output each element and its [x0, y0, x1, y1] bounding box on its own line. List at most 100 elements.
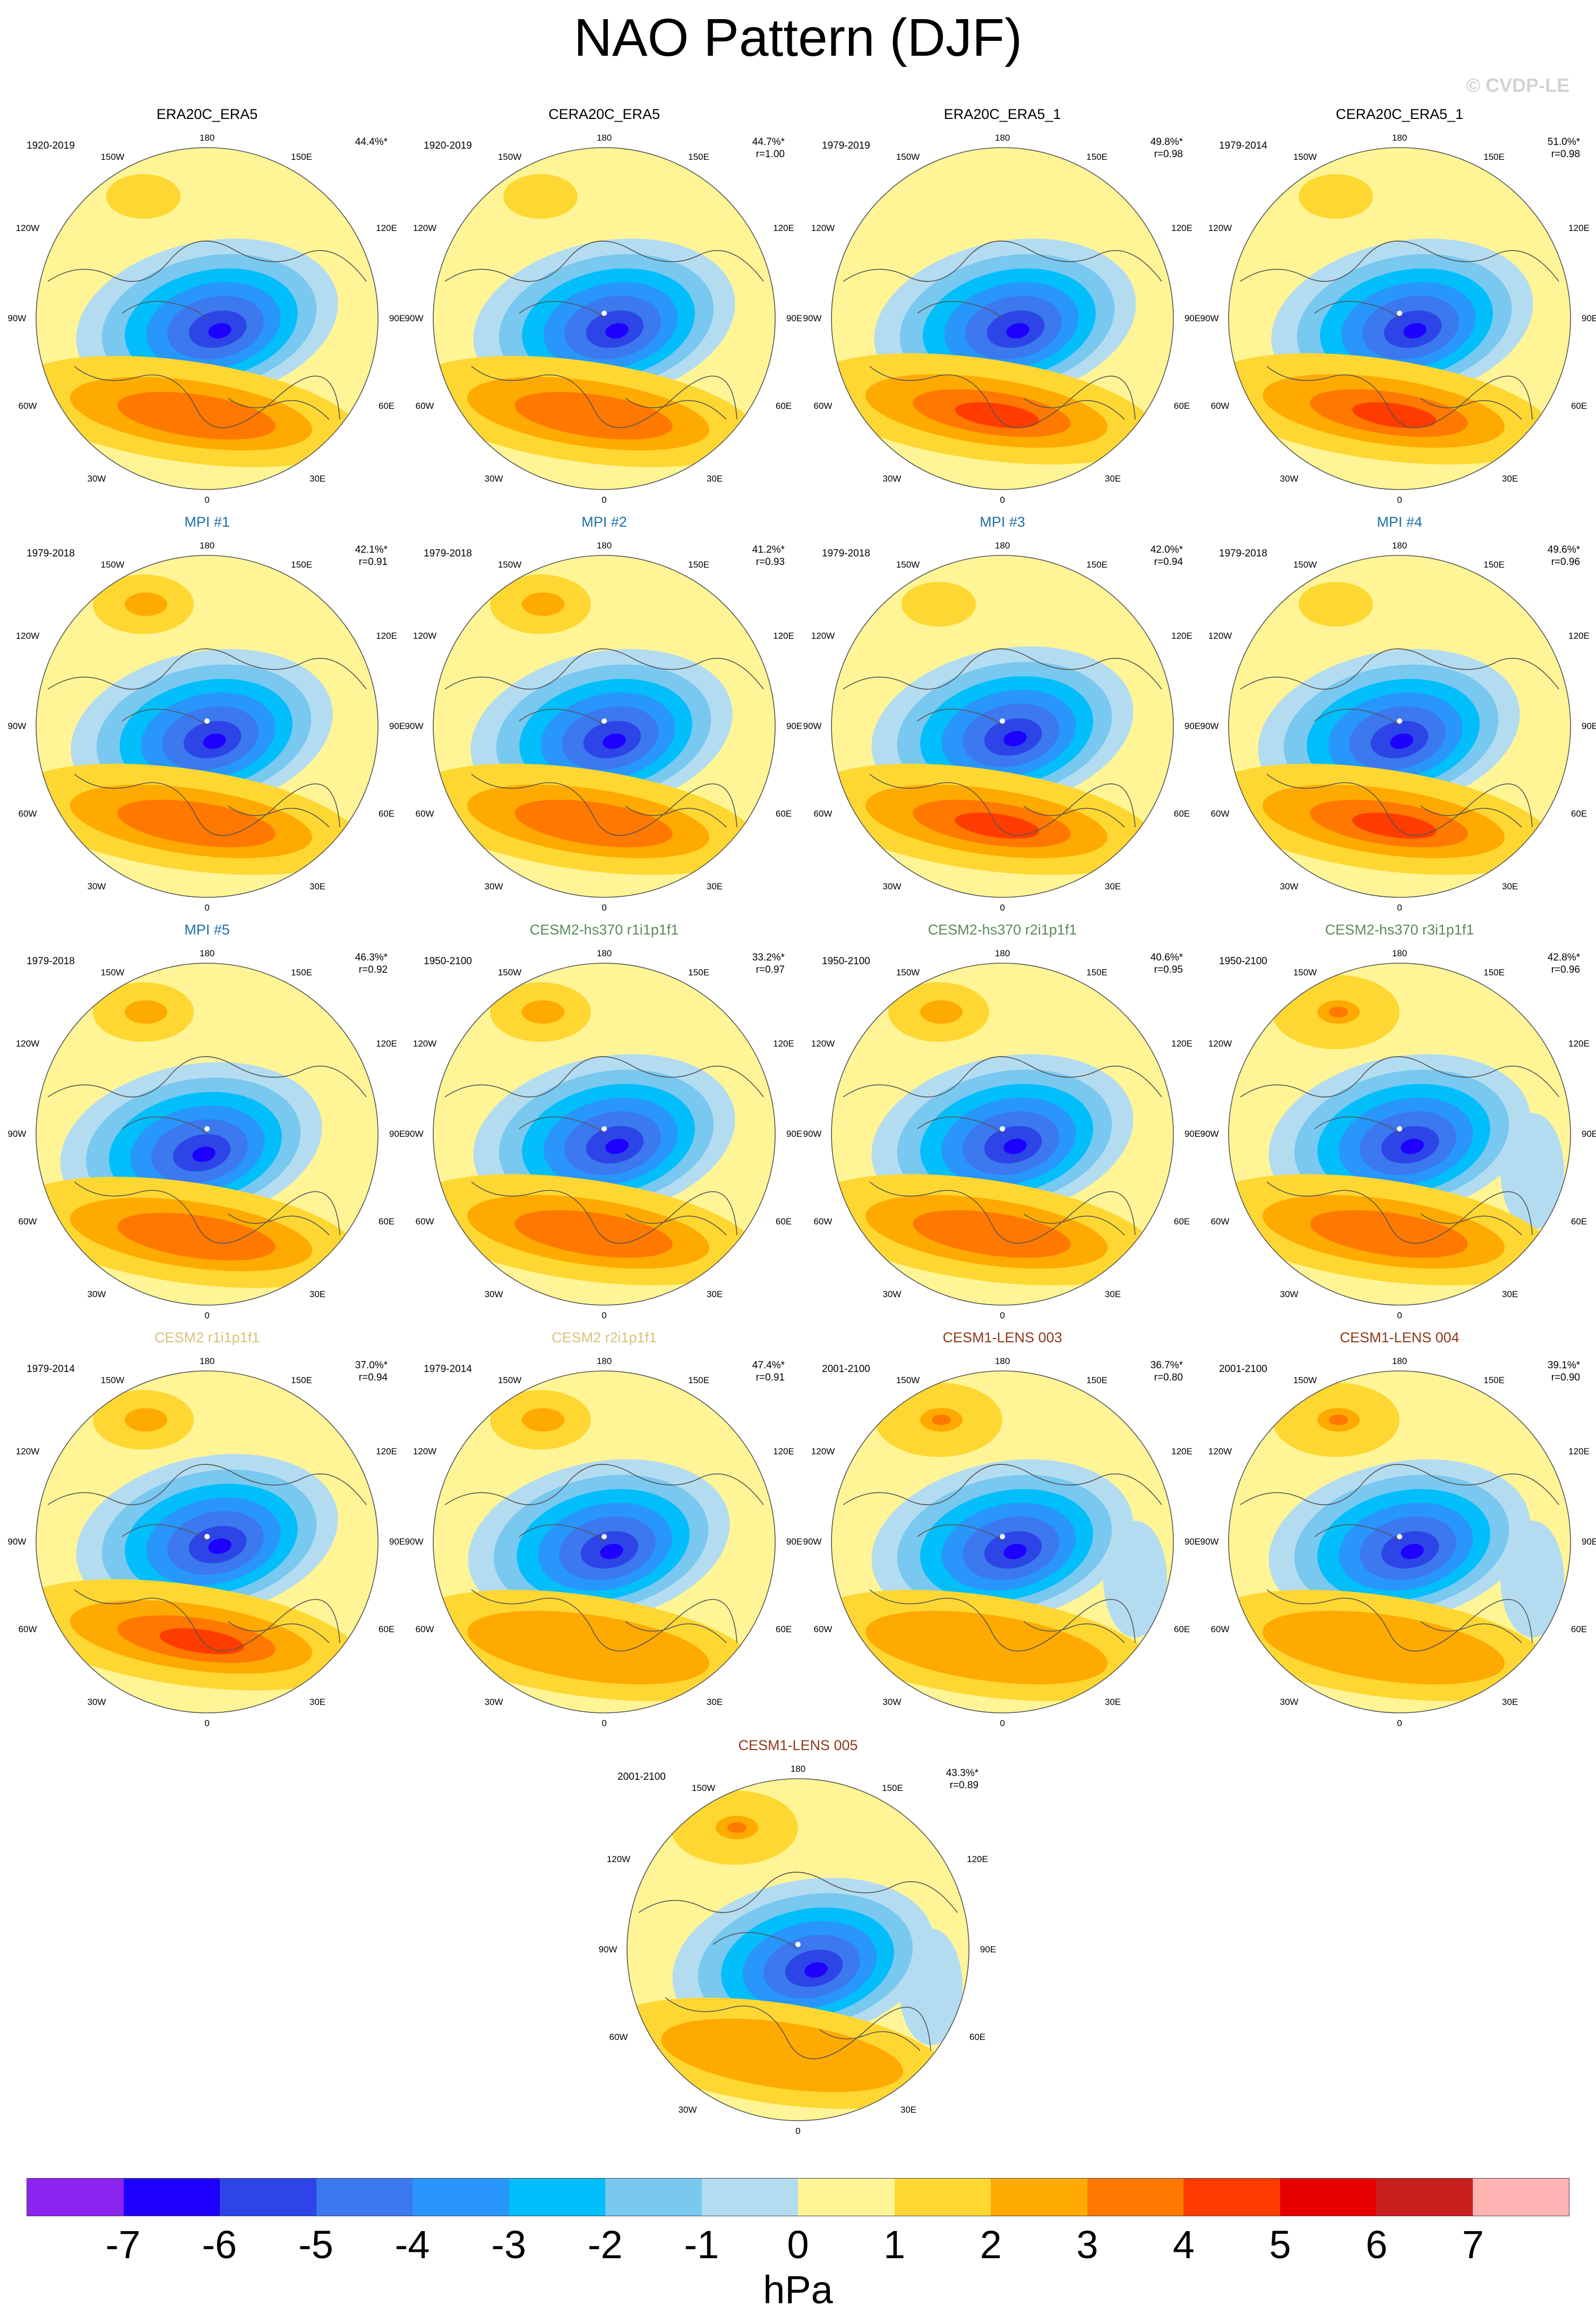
panel-title: CESM2-hs370 r1i1p1f1	[529, 922, 679, 938]
pole-marker	[1397, 311, 1402, 316]
longitude-label: 120W	[1208, 1446, 1232, 1456]
map-panel: CESM2 r2i1p1f1 1979-2014 47.4%* r=0.91 180 0 1…	[405, 1330, 803, 1733]
pattern-correlation: r=0.93	[756, 556, 785, 568]
longitude-label: 180	[1392, 1356, 1408, 1366]
colorbar-tick-label: 3	[1076, 2223, 1099, 2267]
coastlines	[444, 241, 764, 428]
longitude-label: 180	[199, 133, 215, 143]
longitude-label: 0	[204, 495, 210, 505]
longitude-label: 90W	[803, 1537, 822, 1547]
variance-explained: 36.7%*	[1150, 1360, 1183, 1371]
longitude-label: 30E	[706, 881, 723, 891]
longitude-label: 120W	[15, 1039, 40, 1049]
longitude-label: 0	[1000, 1718, 1005, 1728]
longitude-label: 120E	[1171, 1039, 1192, 1049]
panel-period: 1950-2100	[822, 956, 870, 967]
pattern-correlation: r=0.92	[358, 964, 388, 975]
panel-stats: 44.7%* r=1.00	[752, 136, 785, 160]
colorbar-tick-label: 4	[1172, 2223, 1195, 2267]
panel-stats: 46.3%* r=0.92	[355, 951, 388, 976]
longitude-label: 180	[199, 541, 215, 551]
coastlines	[843, 648, 1162, 836]
longitude-label: 180	[994, 133, 1010, 143]
pattern-correlation: r=0.91	[756, 1372, 785, 1383]
panel-title: CESM2-hs370 r3i1p1f1	[1325, 922, 1474, 938]
longitude-label: 180	[1392, 948, 1408, 958]
colorbar-cell	[1087, 2179, 1183, 2216]
map-panel: CESM2-hs370 r2i1p1f1 1950-2100 40.6%* r=0.9…	[803, 922, 1201, 1325]
panel-title: MPI #1	[184, 514, 230, 530]
longitude-label: 30E	[1501, 1697, 1518, 1707]
map-panel: ERA20C_ERA5_1 1979-2019 49.8%* r=0.98 180 0 15…	[803, 106, 1201, 510]
map-panel: CERA20C_ERA5_1 1979-2014 51.0%* r=0.98 180 0 1…	[1200, 106, 1596, 510]
longitude-label: 150W	[896, 152, 920, 162]
map-boundary	[831, 1370, 1174, 1713]
coastlines	[1240, 1464, 1559, 1652]
map-boundary	[433, 147, 776, 490]
longitude-label: 150W	[497, 967, 522, 978]
colorbar-tick-label: -1	[684, 2223, 719, 2267]
panel-stats: 40.6%* r=0.95	[1151, 951, 1183, 976]
longitude-label: 60W	[1211, 1216, 1230, 1227]
longitude-label: 30E	[1501, 474, 1518, 484]
panel-stats: 37.0%* r=0.94	[355, 1359, 388, 1384]
panel-period: 2001-2100	[822, 1364, 870, 1375]
panel-period: 1920-2019	[424, 140, 472, 151]
longitude-label: 180	[596, 133, 612, 143]
polar-map	[433, 555, 776, 898]
longitude-label: 90W	[7, 1537, 27, 1547]
longitude-label: 120W	[413, 1039, 437, 1049]
panel-period: 1979-2018	[822, 548, 870, 559]
panel-title: MPI #3	[980, 514, 1025, 530]
longitude-label: 60E	[378, 1216, 395, 1227]
longitude-label: 60W	[813, 401, 833, 411]
coastlines	[47, 1056, 367, 1244]
longitude-label: 120W	[1208, 631, 1232, 641]
longitude-label: 60W	[18, 401, 37, 411]
longitude-label: 180	[1392, 541, 1408, 551]
longitude-label: 90W	[405, 1129, 424, 1139]
longitude-label: 30W	[882, 881, 902, 891]
longitude-label: 120W	[15, 631, 40, 641]
longitude-label: 150W	[100, 1375, 125, 1385]
longitude-label: 30E	[309, 881, 326, 891]
longitude-label: 150E	[1086, 967, 1108, 978]
pattern-correlation: r=0.91	[358, 556, 388, 568]
panel-title: CESM2 r2i1p1f1	[551, 1330, 657, 1345]
longitude-label: 90E	[389, 313, 406, 323]
colorbar	[27, 2178, 1569, 2216]
colorbar-cell	[894, 2179, 991, 2216]
panel-period: 1979-2014	[1219, 140, 1267, 151]
variance-explained: 49.8%*	[1150, 136, 1183, 148]
colorbar-units: hPa	[763, 2268, 833, 2312]
panel-period: 1950-2100	[1219, 956, 1267, 967]
panel-stats: 33.2%* r=0.97	[752, 951, 785, 976]
longitude-label: 0	[602, 903, 607, 913]
polar-map	[1228, 1370, 1571, 1713]
polar-map	[831, 1370, 1174, 1713]
longitude-label: 150W	[497, 152, 522, 162]
longitude-label: 90W	[803, 1129, 822, 1139]
longitude-label: 30W	[882, 474, 902, 484]
longitude-label: 120W	[811, 1446, 835, 1456]
coastlines	[843, 1464, 1162, 1652]
variance-explained: 44.4%*	[355, 136, 388, 148]
longitude-label: 0	[1397, 495, 1402, 505]
longitude-label: 90E	[389, 721, 406, 731]
panel-period: 1979-2018	[424, 548, 472, 559]
map-panel: CESM2-hs370 r3i1p1f1 1950-2100 42.8%* r=0.9…	[1200, 922, 1596, 1325]
pattern-correlation: r=0.94	[1154, 556, 1183, 568]
map-panel: MPI #5 1979-2018 46.3%* r=0.92 180 0 150W 150E 1…	[8, 922, 406, 1325]
coastlines	[843, 1056, 1162, 1244]
longitude-label: 60E	[1173, 1216, 1190, 1227]
panel-title: CESM1-LENS 005	[738, 1737, 858, 1753]
longitude-label: 120E	[773, 1039, 794, 1049]
longitude-label: 150E	[1483, 152, 1505, 162]
panel-title: MPI #5	[184, 922, 230, 938]
longitude-label: 150E	[1483, 560, 1505, 570]
map-panel: ERA20C_ERA5 1920-2019 44.4%* 180 0 150W 150E 12…	[8, 106, 406, 510]
longitude-label: 90E	[1581, 721, 1596, 731]
map-boundary	[627, 1778, 969, 2121]
pole-marker	[602, 1534, 607, 1539]
polar-map	[1228, 963, 1571, 1306]
